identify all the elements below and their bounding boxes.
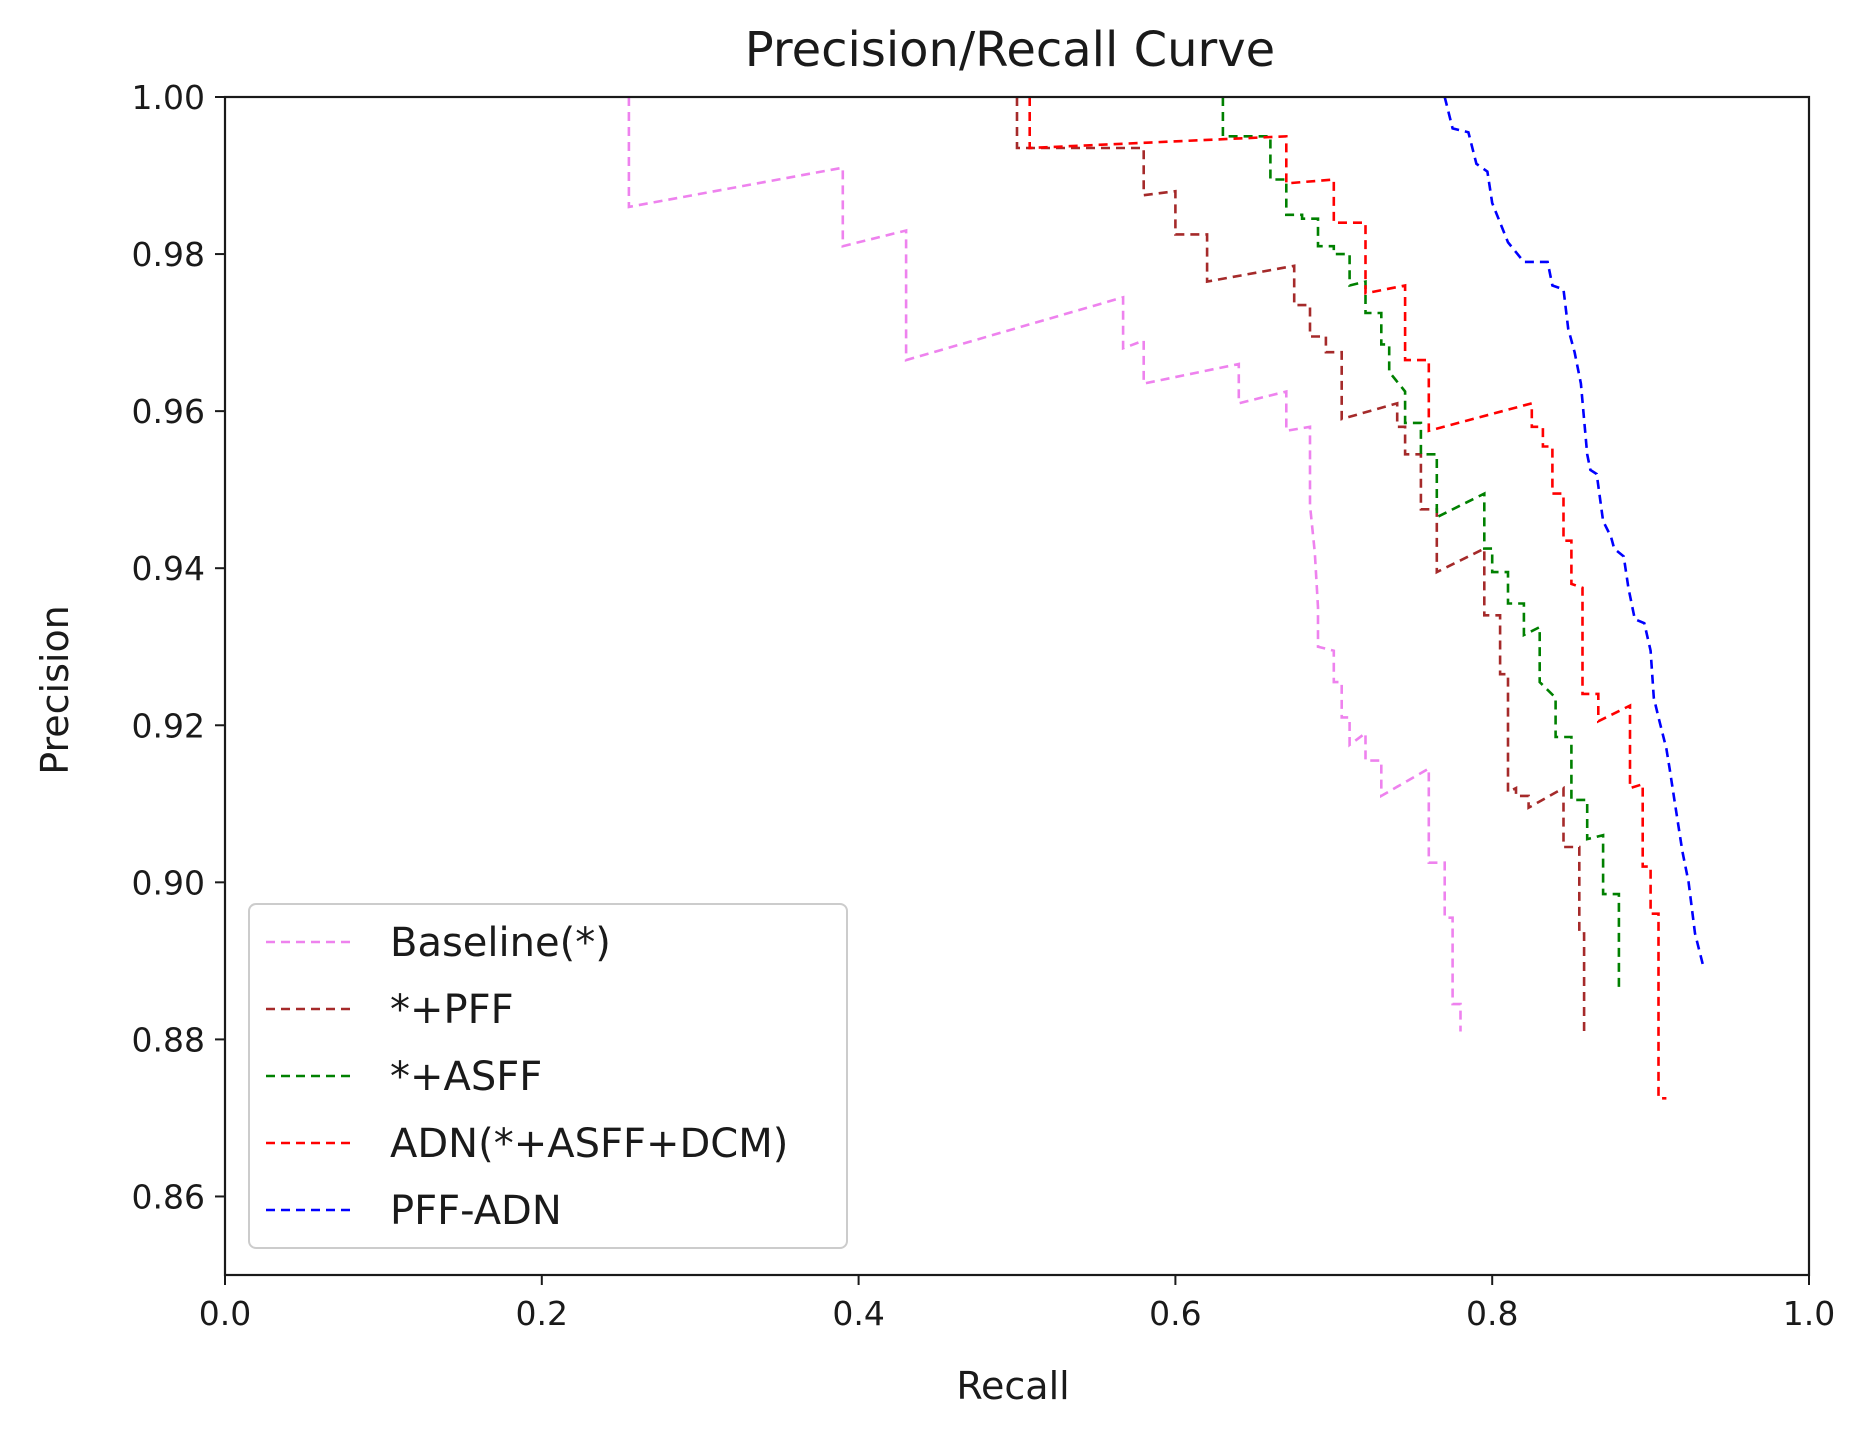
y-tick-label: 1.00 [132,78,205,117]
x-tick-label: 0.2 [516,1294,568,1333]
legend: Baseline(*) *+PFF *+ASFF ADN(*+ASFF+DCM) PFF… [248,903,848,1249]
series-layer [627,97,1705,1100]
x-axis-label: Recall [956,1364,1069,1408]
legend-label-baseline: Baseline(*) [390,920,611,966]
x-axis: 0.0 0.2 0.4 0.6 0.8 1.0 [199,1275,1835,1333]
legend-label-asff: *+ASFF [390,1054,542,1100]
y-tick-label: 0.92 [132,706,205,745]
plot-frame [223,95,1811,1277]
y-tick-label: 0.98 [132,235,205,274]
series-line-pff-adn [1443,97,1705,966]
y-tick-label: 0.90 [132,863,205,902]
legend-frame [248,903,848,1249]
legend-label-pff: *+PFF [390,987,514,1033]
x-tick-label: 0.4 [832,1294,884,1333]
series-line-asff [1221,97,1621,989]
x-tick-label: 0.0 [199,1294,251,1333]
series-line-adn-asff-dcm [1028,97,1667,1100]
y-tick-label: 0.96 [132,392,205,431]
legend-label-adn-asff-dcm: ADN(*+ASFF+DCM) [390,1121,788,1167]
y-tick-label: 0.94 [132,549,205,588]
chart-title: Precision/Recall Curve [745,22,1275,78]
x-tick-label: 0.6 [1149,1294,1201,1333]
y-tick-label: 0.88 [132,1020,205,1059]
x-tick-label: 0.8 [1466,1294,1518,1333]
y-tick-label: 0.86 [132,1177,205,1216]
legend-label-pff-adn: PFF-ADN [390,1188,562,1234]
y-axis-label: Precision [33,605,77,775]
y-axis: 0.86 0.88 0.90 0.92 0.94 0.96 0.98 1.00 [132,78,225,1216]
series-line-baseline [627,97,1462,1032]
x-tick-label: 1.0 [1783,1294,1835,1333]
